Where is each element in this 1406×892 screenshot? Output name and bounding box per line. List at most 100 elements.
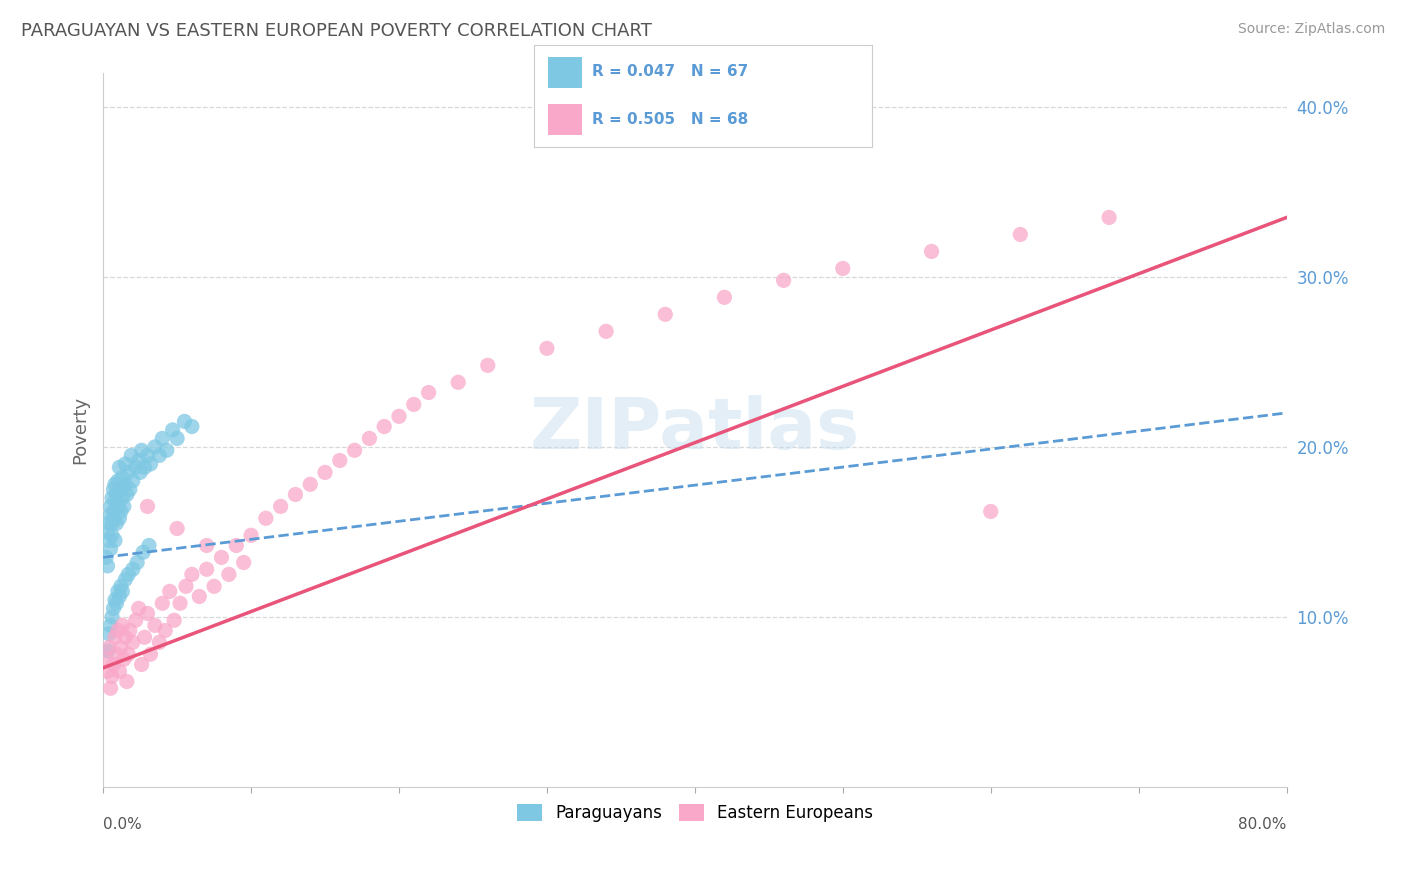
Point bbox=[373, 419, 395, 434]
Point bbox=[107, 624, 129, 638]
Point bbox=[127, 556, 149, 570]
Point bbox=[97, 558, 120, 573]
Point bbox=[299, 477, 322, 491]
Point bbox=[103, 511, 125, 525]
Point bbox=[111, 470, 134, 484]
Point bbox=[136, 500, 159, 514]
Point bbox=[129, 466, 152, 480]
Point bbox=[536, 342, 558, 356]
Text: PARAGUAYAN VS EASTERN EUROPEAN POVERTY CORRELATION CHART: PARAGUAYAN VS EASTERN EUROPEAN POVERTY C… bbox=[21, 22, 652, 40]
Point bbox=[225, 539, 247, 553]
Point bbox=[143, 618, 166, 632]
Point bbox=[713, 290, 735, 304]
Point bbox=[143, 440, 166, 454]
Point bbox=[98, 627, 121, 641]
Point bbox=[110, 579, 132, 593]
Point bbox=[595, 324, 617, 338]
Point bbox=[150, 596, 173, 610]
Point bbox=[104, 533, 127, 548]
Point bbox=[120, 449, 142, 463]
Point bbox=[831, 261, 853, 276]
Bar bbox=[548, 104, 582, 135]
Point bbox=[117, 466, 139, 480]
Text: Source: ZipAtlas.com: Source: ZipAtlas.com bbox=[1237, 22, 1385, 37]
Point bbox=[100, 508, 122, 522]
Point bbox=[101, 491, 124, 505]
Point bbox=[134, 630, 156, 644]
Point bbox=[114, 477, 136, 491]
Point bbox=[284, 487, 307, 501]
Point bbox=[121, 474, 143, 488]
Point bbox=[329, 453, 352, 467]
Point bbox=[104, 630, 127, 644]
Point bbox=[108, 460, 131, 475]
Point bbox=[195, 539, 218, 553]
Point bbox=[980, 504, 1002, 518]
Point bbox=[447, 376, 470, 390]
Point bbox=[108, 590, 131, 604]
Point bbox=[117, 567, 139, 582]
Y-axis label: Poverty: Poverty bbox=[72, 396, 89, 464]
Point bbox=[134, 460, 156, 475]
Text: 0.0%: 0.0% bbox=[103, 817, 142, 832]
Point bbox=[107, 584, 129, 599]
Point bbox=[174, 579, 197, 593]
Point bbox=[104, 593, 127, 607]
Point bbox=[180, 419, 202, 434]
Point bbox=[114, 630, 136, 644]
Point bbox=[166, 521, 188, 535]
Point bbox=[98, 516, 121, 531]
Point bbox=[103, 483, 125, 497]
Point bbox=[477, 359, 499, 373]
Point bbox=[240, 528, 263, 542]
Text: 80.0%: 80.0% bbox=[1239, 817, 1286, 832]
Point bbox=[132, 545, 155, 559]
Point bbox=[166, 431, 188, 445]
Point bbox=[104, 477, 127, 491]
Point bbox=[103, 601, 125, 615]
Point bbox=[117, 647, 139, 661]
Point bbox=[159, 584, 181, 599]
Point bbox=[112, 500, 135, 514]
Point bbox=[100, 618, 122, 632]
Point bbox=[138, 539, 160, 553]
Point bbox=[110, 504, 132, 518]
Point bbox=[155, 624, 177, 638]
Point bbox=[111, 618, 134, 632]
Point bbox=[188, 590, 211, 604]
Point bbox=[124, 460, 146, 475]
Point bbox=[418, 385, 440, 400]
Point bbox=[104, 494, 127, 508]
Text: R = 0.047   N = 67: R = 0.047 N = 67 bbox=[592, 64, 748, 79]
Point bbox=[359, 431, 381, 445]
Point bbox=[314, 466, 336, 480]
Point bbox=[121, 562, 143, 576]
Point bbox=[111, 584, 134, 599]
Point bbox=[124, 613, 146, 627]
Point bbox=[115, 674, 138, 689]
Point bbox=[128, 601, 150, 615]
Point bbox=[136, 607, 159, 621]
Point bbox=[195, 562, 218, 576]
Point bbox=[218, 567, 240, 582]
Point bbox=[211, 550, 233, 565]
Point bbox=[173, 414, 195, 428]
Point bbox=[112, 652, 135, 666]
Point bbox=[108, 511, 131, 525]
Point bbox=[105, 487, 128, 501]
Point bbox=[131, 443, 153, 458]
Point bbox=[131, 657, 153, 672]
Point bbox=[169, 596, 191, 610]
Point bbox=[118, 624, 141, 638]
Point bbox=[162, 423, 184, 437]
Point bbox=[97, 644, 120, 658]
Point bbox=[148, 635, 170, 649]
Point bbox=[128, 453, 150, 467]
Point bbox=[94, 550, 117, 565]
Point bbox=[254, 511, 277, 525]
Text: ZIPatlas: ZIPatlas bbox=[530, 395, 860, 465]
Point bbox=[270, 500, 292, 514]
Point bbox=[98, 533, 121, 548]
Point bbox=[156, 443, 179, 458]
Point bbox=[110, 483, 132, 497]
